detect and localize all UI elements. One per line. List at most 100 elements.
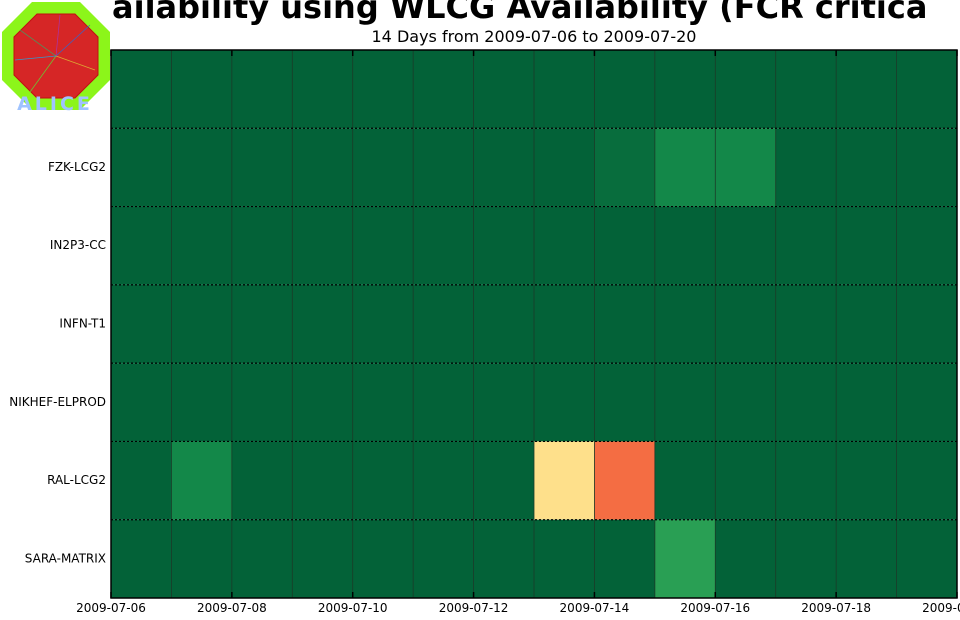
cell: [776, 363, 836, 441]
cell: [897, 520, 957, 598]
cell: [292, 128, 352, 206]
cell: [353, 128, 413, 206]
cell: [353, 363, 413, 441]
cell: [292, 363, 352, 441]
cell: [655, 285, 715, 363]
chart: ALICE ailability using WLCG Availability…: [0, 0, 960, 620]
cell: [474, 50, 534, 128]
cell: [776, 285, 836, 363]
cell: [413, 128, 473, 206]
cell: [836, 128, 896, 206]
cell: [715, 363, 775, 441]
cell: [715, 207, 775, 285]
cell: [111, 50, 171, 128]
cell: [836, 207, 896, 285]
cell: [111, 441, 171, 519]
x-tick-label: 2009-07-12: [439, 601, 509, 615]
y-tick-label: RAL-LCG2: [47, 473, 106, 487]
cell: [111, 128, 171, 206]
y-tick-label: INFN-T1: [59, 317, 106, 331]
cell: [171, 285, 231, 363]
cell: [413, 441, 473, 519]
cell: [836, 285, 896, 363]
cell: [292, 207, 352, 285]
cell: [655, 363, 715, 441]
cell: [897, 207, 957, 285]
cell: [594, 363, 654, 441]
cell: [474, 441, 534, 519]
cell: [474, 520, 534, 598]
cell: [232, 285, 292, 363]
x-tick-label: 2009-07-16: [680, 601, 750, 615]
cell: [594, 520, 654, 598]
y-tick-label: IN2P3-CC: [50, 238, 106, 252]
cell: [836, 441, 896, 519]
cell: [836, 363, 896, 441]
cell: [836, 520, 896, 598]
logo: ALICE: [0, 0, 111, 115]
cell: [353, 285, 413, 363]
cell: [715, 441, 775, 519]
cell: [474, 285, 534, 363]
cell: [171, 128, 231, 206]
cell: [171, 363, 231, 441]
cell: [897, 285, 957, 363]
cell: [232, 520, 292, 598]
cell: [232, 441, 292, 519]
cell: [534, 128, 594, 206]
cell: [413, 520, 473, 598]
cell: [413, 363, 473, 441]
cell: [353, 441, 413, 519]
page: {"logo_text": "ALICE", "chart_data": { "…: [0, 0, 960, 620]
cell: [232, 363, 292, 441]
cell: [534, 285, 594, 363]
cell: [897, 50, 957, 128]
cell: [776, 520, 836, 598]
y-tick-label: SARA-MATRIX: [25, 551, 106, 565]
cell: [594, 50, 654, 128]
plot: FZK-LCG2IN2P3-CCINFN-T1NIKHEF-ELPRODRAL-…: [9, 50, 960, 615]
cell: [353, 207, 413, 285]
y-tick-label: NIKHEF-ELPROD: [9, 395, 106, 409]
cell: [715, 285, 775, 363]
cell: [594, 441, 654, 519]
cell: [474, 207, 534, 285]
cell: [897, 128, 957, 206]
cell: [715, 128, 775, 206]
chart-title: ailability using WLCG Availability (FCR …: [112, 0, 927, 26]
cell: [292, 441, 352, 519]
logo-text: ALICE: [17, 93, 93, 115]
cell: [111, 363, 171, 441]
cell: [353, 50, 413, 128]
cell: [111, 520, 171, 598]
cell: [171, 520, 231, 598]
cell: [776, 128, 836, 206]
x-tick-label: 2009-07-14: [560, 601, 630, 615]
x-tick-label: 2009-07-20: [922, 601, 960, 615]
cell: [715, 50, 775, 128]
cell: [594, 207, 654, 285]
cell: [897, 441, 957, 519]
cell: [474, 128, 534, 206]
cell: [171, 207, 231, 285]
cell: [292, 50, 352, 128]
x-tick-label: 2009-07-10: [318, 601, 388, 615]
cell: [353, 520, 413, 598]
cell: [232, 50, 292, 128]
x-tick-label: 2009-07-08: [197, 601, 267, 615]
cell: [836, 50, 896, 128]
cell: [111, 207, 171, 285]
cell: [897, 363, 957, 441]
cell: [534, 441, 594, 519]
cell: [534, 520, 594, 598]
cell: [232, 128, 292, 206]
cell: [655, 128, 715, 206]
chart-subtitle: 14 Days from 2009-07-06 to 2009-07-20: [372, 27, 697, 46]
cell: [776, 207, 836, 285]
cell: [292, 520, 352, 598]
cell: [171, 50, 231, 128]
cell: [655, 50, 715, 128]
cell: [292, 285, 352, 363]
cell: [413, 285, 473, 363]
cell: [594, 285, 654, 363]
